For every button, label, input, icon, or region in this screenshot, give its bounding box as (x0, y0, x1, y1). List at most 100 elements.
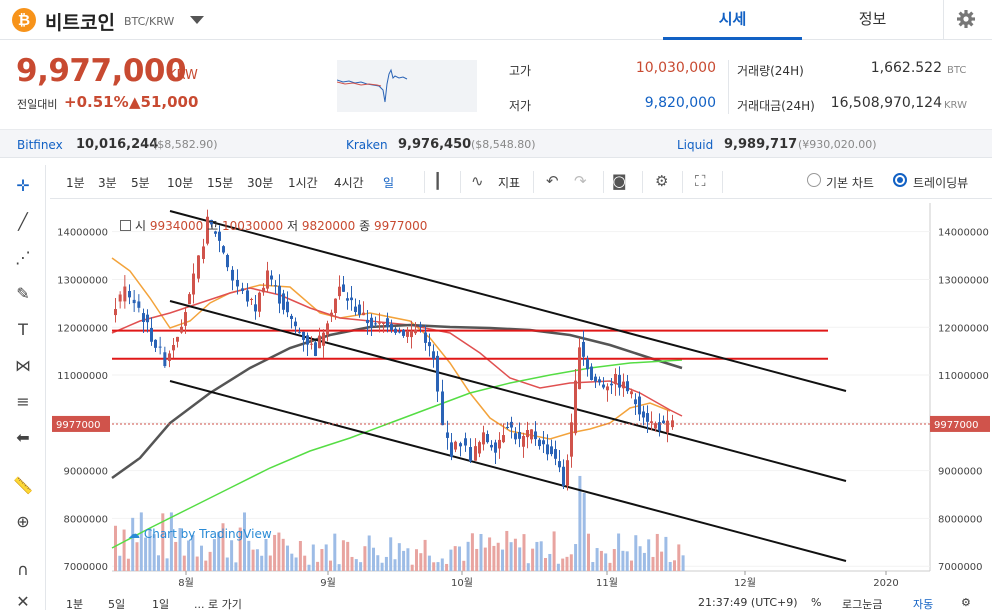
candle-body (382, 322, 385, 324)
exchange-name[interactable]: Liquid (677, 138, 714, 152)
exchange-name[interactable]: Bitfinex (17, 138, 63, 152)
pattern-icon[interactable]: ⋈ (15, 356, 31, 375)
basic-chart-label[interactable]: 기본 차트 (826, 176, 874, 190)
candle-body (546, 444, 549, 455)
prediction-icon[interactable]: ≡ (16, 392, 30, 411)
tab-info[interactable]: 정보 (858, 10, 887, 28)
indicator-button[interactable]: 지표 (498, 176, 521, 190)
redo-icon[interactable]: ↷ (574, 172, 587, 190)
candle-body (236, 279, 239, 287)
volume-bar (634, 535, 638, 571)
volume-bar (595, 548, 599, 571)
volume-bar (144, 537, 148, 571)
volume-bar (458, 546, 461, 571)
auto-toggle[interactable]: 자동 (913, 598, 934, 610)
volume-bar (277, 532, 281, 571)
volume-bar (681, 555, 685, 571)
volume-bar (436, 562, 440, 571)
y-tick-label-right: 13000000 (938, 275, 989, 286)
candle-body (618, 374, 621, 388)
lock-icon[interactable]: ✕ (16, 592, 30, 610)
price-chart[interactable]: 7000000 7000000 8000000 8000000 9000000 90000… (50, 203, 992, 610)
indicator-icon[interactable]: ∿ (471, 172, 484, 190)
volume-bar (350, 556, 354, 571)
candle-body (469, 447, 472, 462)
interval-10m[interactable]: 10분 (167, 176, 194, 190)
candle-body (459, 443, 462, 447)
y-tick-label-right: 12000000 (938, 323, 989, 334)
zoom-in-icon[interactable]: ⊕ (16, 512, 30, 531)
volume-bar (268, 555, 272, 571)
undo-icon[interactable]: ↶ (546, 172, 559, 190)
value-unit: KRW (944, 100, 967, 111)
interval-1d[interactable]: 일 (383, 176, 395, 190)
candle-body (482, 432, 485, 445)
coin-name[interactable]: 비트코인 (45, 12, 115, 34)
candle-body (436, 355, 439, 392)
x-tick-label: 9월 (320, 577, 336, 589)
candle-body (362, 312, 365, 316)
candle-body (402, 329, 405, 336)
chart-canvas[interactable]: 7000000 7000000 8000000 8000000 9000000 90000… (50, 203, 992, 593)
volume-bar (625, 551, 629, 571)
settings-button[interactable] (943, 0, 992, 40)
volume-bar (247, 540, 251, 571)
text-icon[interactable]: T (18, 320, 28, 339)
volume-bar (354, 559, 358, 571)
x-tick-label: 10월 (451, 577, 473, 589)
interval-4h[interactable]: 4시간 (334, 176, 364, 190)
exchange-name[interactable]: Kraken (346, 138, 388, 152)
tradingview-label[interactable]: 트레이딩뷰 (913, 176, 969, 190)
tradingview-watermark[interactable]: ☁ Chart by TradingView (128, 527, 272, 541)
radio-basic-chart[interactable] (807, 173, 821, 187)
range-5d[interactable]: 5일 (108, 598, 126, 610)
candle-body (163, 352, 167, 367)
goto-date[interactable]: ... 로 가기 (194, 598, 242, 610)
last-price-label-left: 9977000 (56, 420, 101, 431)
range-1m[interactable]: 1분 (66, 598, 84, 610)
ruler-icon[interactable]: 📏 (13, 476, 33, 495)
volume-bar (582, 492, 586, 571)
volume-bar (380, 562, 384, 571)
candle-type-icon[interactable]: ┃ (433, 172, 443, 190)
back-arrow-icon[interactable]: ⬅ (16, 428, 30, 447)
candle-body (622, 381, 625, 389)
tab-quote[interactable]: 시세 (663, 0, 802, 40)
watermark-text: Chart by TradingView (143, 527, 272, 541)
range-1d[interactable]: 1일 (152, 598, 170, 610)
crosshair-icon[interactable]: ✛ (16, 176, 30, 195)
interval-1h[interactable]: 1시간 (288, 176, 318, 190)
settings-icon[interactable]: ⚙ (961, 596, 971, 609)
interval-30m[interactable]: 30분 (247, 176, 274, 190)
volume-bar (311, 544, 315, 571)
candle-body (490, 444, 493, 448)
interval-5m[interactable]: 5분 (131, 176, 150, 190)
interval-3m[interactable]: 3분 (98, 176, 117, 190)
collapse-icon[interactable] (120, 220, 131, 231)
candle-body (550, 446, 553, 455)
fib-icon[interactable]: ⋰ (15, 248, 31, 267)
gear-icon[interactable]: ⚙ (655, 172, 669, 190)
volume-bar (419, 553, 423, 571)
volume-bar (453, 546, 457, 571)
volume-bar (148, 528, 152, 571)
chevron-down-icon[interactable] (190, 16, 204, 24)
fullscreen-icon[interactable]: ⛶ (695, 172, 706, 190)
volume-bar (673, 560, 676, 571)
percent-toggle[interactable]: % (811, 596, 822, 609)
volume-bar (303, 555, 307, 571)
trend-line-icon[interactable]: ╱ (18, 212, 28, 231)
interval-15m[interactable]: 15분 (207, 176, 234, 190)
log-toggle[interactable]: 로그눈금 (842, 598, 883, 610)
exchange-price: 9,989,717 (724, 137, 798, 152)
camera-icon[interactable]: ◙ (612, 172, 627, 190)
brush-icon[interactable]: ✎ (16, 284, 30, 303)
volume-bar (238, 527, 242, 571)
volume-bar (406, 548, 410, 571)
candle-body (150, 327, 153, 342)
volume-bar (341, 540, 345, 571)
radio-tradingview[interactable] (893, 173, 907, 187)
last-price-tag-right (930, 415, 990, 432)
interval-1m[interactable]: 1분 (66, 176, 85, 190)
magnet-icon[interactable]: ∩ (17, 560, 29, 579)
